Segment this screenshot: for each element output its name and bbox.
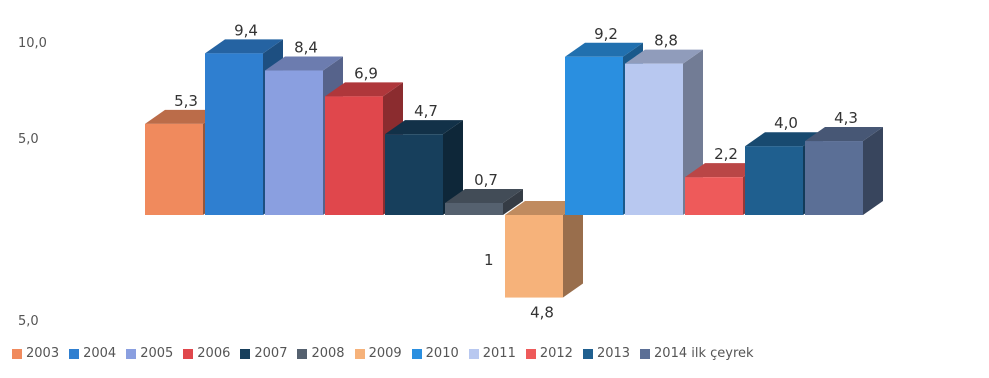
legend-label: 2012 <box>539 346 573 361</box>
bar-top-2013 <box>745 132 823 147</box>
data-label: 9,2 <box>594 25 618 43</box>
bar-top-2010 <box>565 42 643 57</box>
y-tick-label: 10,0 <box>18 36 47 51</box>
bar-side-2009 <box>563 201 583 298</box>
bar-2004 <box>205 53 263 215</box>
legend-label: 2008 <box>311 346 345 361</box>
legend-label: 2010 <box>425 346 459 361</box>
legend-label: 2014 ilk çeyrek <box>654 346 754 361</box>
data-label: 4,3 <box>834 109 858 127</box>
bar-top-2009 <box>505 201 583 215</box>
y-tick-label: 5,0 <box>18 132 39 147</box>
bar-top-2004 <box>205 39 283 54</box>
legend-item: 2005 <box>126 346 173 361</box>
legend-swatch <box>411 348 422 359</box>
bar-side-2007 <box>443 120 463 215</box>
legend-label: 2003 <box>26 346 60 361</box>
legend-swatch <box>240 348 251 359</box>
bar-top-2008 <box>445 188 523 203</box>
legend-label: 2007 <box>254 346 288 361</box>
legend-label: 2009 <box>368 346 402 361</box>
bar-top-2011 <box>625 49 703 64</box>
data-label: 4,0 <box>774 114 798 132</box>
bar-chart: 10,0 5,0 5,0 5,3 9,4 8,4 6,9 4,7 0,7 4,8 9,2 8,8 2,2… <box>18 21 883 329</box>
y-tick-label: 5,0 <box>18 314 39 329</box>
chart-legend: 2003 2004 2005 2006 2007 2008 2009 2010 2011 2012… <box>12 346 987 361</box>
legend-swatch <box>297 348 308 359</box>
data-label: 5,3 <box>174 92 198 110</box>
legend-item: 2003 <box>12 346 59 361</box>
legend-swatch <box>468 348 479 359</box>
legend-label: 2005 <box>140 346 174 361</box>
annotation-label: 1 <box>484 251 494 269</box>
legend-swatch <box>183 348 194 359</box>
legend-item: 2006 <box>183 346 230 361</box>
bar-top-2006 <box>325 82 403 97</box>
data-label: 0,7 <box>474 171 498 189</box>
bar-top-2003 <box>145 109 223 124</box>
data-label: 8,8 <box>654 32 678 50</box>
legend-item: 2009 <box>354 346 402 361</box>
legend-swatch <box>525 348 536 359</box>
data-label: 4,8 <box>530 304 554 322</box>
legend-item: 2014 ilk çeyrek <box>640 346 754 361</box>
legend-label: 2011 <box>482 346 516 361</box>
legend-item: 2012 <box>525 346 573 361</box>
bar-side-2008 <box>503 188 523 215</box>
legend-swatch <box>582 348 593 359</box>
bar-side-2014 ilk çeyrek <box>863 127 883 215</box>
bar-2008 <box>445 202 503 215</box>
bar-2011 <box>625 63 683 215</box>
bar-2013 <box>745 146 803 215</box>
legend-item: 2007 <box>240 346 287 361</box>
legend-swatch <box>12 348 22 359</box>
bar-2009 <box>505 215 563 298</box>
legend-swatch <box>354 348 365 359</box>
legend-item: 2008 <box>297 346 345 361</box>
bar-2005 <box>265 70 323 216</box>
data-label: 8,4 <box>294 39 318 57</box>
legend-label: 2004 <box>83 346 117 361</box>
legend-swatch <box>69 348 80 359</box>
bar-2010 <box>565 56 623 216</box>
legend-label: 2006 <box>197 346 231 361</box>
bar-top-2007 <box>385 120 463 135</box>
bar-2006 <box>325 96 383 215</box>
bar-top-2012 <box>685 163 763 178</box>
bar-2012 <box>685 177 743 215</box>
legend-swatch <box>640 348 651 359</box>
legend-item: 2011 <box>468 346 516 361</box>
bar-top-2005 <box>265 56 343 71</box>
legend-item: 2004 <box>69 346 116 361</box>
bar-top-2014 ilk çeyrek <box>805 127 883 142</box>
data-label: 2,2 <box>714 145 738 163</box>
data-label: 6,9 <box>354 64 378 82</box>
bar-2003 <box>145 123 203 215</box>
legend-label: 2013 <box>596 346 631 361</box>
legend-swatch <box>126 348 137 359</box>
legend-item: 2013 <box>582 346 631 361</box>
legend-item: 2010 <box>411 346 459 361</box>
data-label: 4,7 <box>414 102 438 120</box>
data-label: 9,4 <box>234 21 258 39</box>
bar-2007 <box>385 134 443 215</box>
bar-2014 ilk çeyrek <box>805 141 863 215</box>
